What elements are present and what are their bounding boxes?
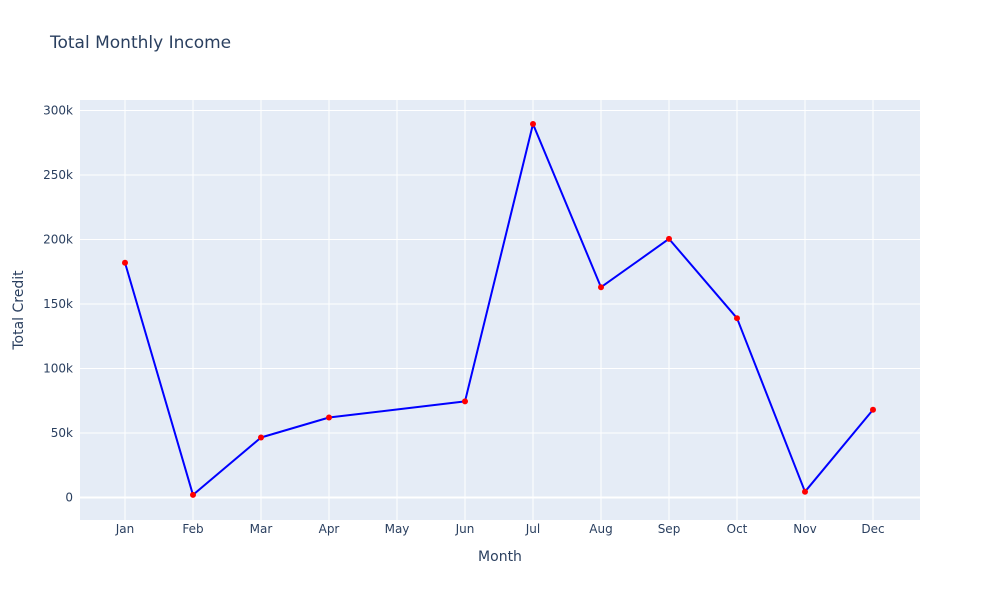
x-tick-label: Sep bbox=[658, 522, 681, 536]
x-tick-label: Feb bbox=[182, 522, 203, 536]
data-point bbox=[190, 491, 196, 498]
data-point bbox=[326, 414, 332, 421]
data-point bbox=[666, 235, 672, 242]
x-tick-label: Aug bbox=[589, 522, 612, 536]
y-tick-label: 50k bbox=[51, 426, 73, 440]
x-tick-label: Jun bbox=[455, 522, 475, 536]
data-point bbox=[122, 259, 128, 266]
data-points bbox=[122, 121, 876, 498]
y-tick-label: 100k bbox=[43, 362, 73, 376]
data-point bbox=[802, 488, 808, 495]
y-tick-label: 150k bbox=[43, 297, 73, 311]
x-tick-label: Jan bbox=[115, 522, 135, 536]
data-point bbox=[870, 406, 876, 413]
data-point bbox=[598, 284, 604, 291]
y-tick-label: 300k bbox=[43, 104, 73, 118]
data-point bbox=[258, 434, 264, 441]
x-tick-label: Mar bbox=[250, 522, 273, 536]
x-tick-label: Nov bbox=[793, 522, 816, 536]
y-axis-title: Total Credit bbox=[11, 270, 27, 351]
data-point bbox=[734, 315, 740, 322]
y-tick-labels: 0 50k 100k 150k 200k 250k 300k bbox=[43, 104, 73, 505]
y-tick-label: 0 bbox=[65, 491, 73, 505]
x-tick-label: May bbox=[385, 522, 410, 536]
x-tick-label: Apr bbox=[319, 522, 340, 536]
y-gridlines bbox=[80, 110, 920, 434]
chart-title: Total Monthly Income bbox=[50, 33, 232, 53]
plot-area bbox=[80, 100, 920, 520]
x-gridlines bbox=[124, 100, 874, 520]
data-point bbox=[462, 398, 468, 405]
x-tick-label: Jul bbox=[525, 522, 540, 536]
data-point bbox=[530, 121, 536, 128]
x-tick-label: Oct bbox=[727, 522, 748, 536]
x-tick-label: Dec bbox=[861, 522, 884, 536]
x-tick-labels: Jan Feb Mar Apr May Jun Jul Aug Sep Oct Nov Dec bbox=[115, 522, 885, 536]
y-tick-label: 200k bbox=[43, 233, 73, 247]
y-tick-label: 250k bbox=[43, 168, 73, 182]
x-axis-title: Month bbox=[478, 549, 522, 565]
